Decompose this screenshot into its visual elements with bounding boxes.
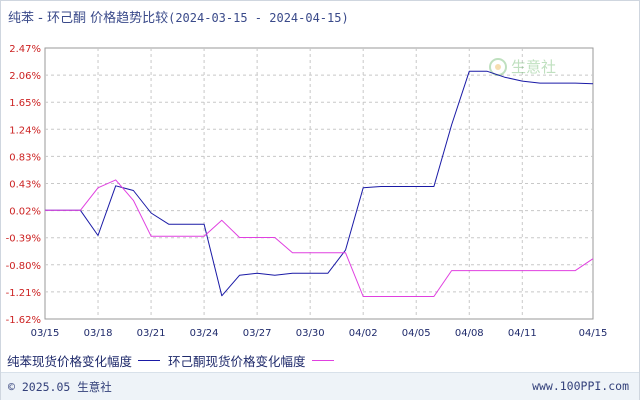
y-tick-label: -0.80% — [6, 261, 41, 272]
x-tick-label: 04/02 — [349, 328, 378, 339]
x-tick-label: 04/05 — [402, 328, 431, 339]
legend-item-cyclohexanone: 环己酮现货价格变化幅度 — [168, 351, 334, 370]
legend-label-benzene: 纯苯现货价格变化幅度 — [7, 354, 133, 369]
x-tick-label: 04/15 — [579, 328, 608, 339]
site-link[interactable]: www.100PPI.com — [532, 379, 629, 393]
x-tick-label: 03/18 — [84, 328, 113, 339]
x-tick-label: 03/24 — [190, 328, 219, 339]
series-lines — [45, 70, 594, 297]
watermark: 生意社 — [489, 58, 556, 76]
plot-area — [44, 47, 594, 320]
chart-title-text: 纯苯 - 环己酮 价格趋势比较 — [8, 11, 169, 26]
y-tick-label: 1.24% — [9, 125, 41, 136]
legend-item-benzene: 纯苯现货价格变化幅度 — [7, 351, 161, 370]
y-tick-label: -1.21% — [6, 288, 41, 299]
series-line-benzene — [45, 70, 594, 297]
legend-label-cyclohexanone: 环己酮现货价格变化幅度 — [168, 354, 306, 369]
watermark-text: 生意社 — [511, 58, 556, 76]
x-tick-label: 03/15 — [31, 328, 60, 339]
x-tick-label: 04/11 — [508, 328, 537, 339]
x-tick-label: 03/27 — [243, 328, 272, 339]
line-chart: 生意社 2.47% 2.06% 1.65% 1.24% 0.83% 0.43% 0.02% -… — [6, 44, 608, 339]
x-tick-label: 03/21 — [137, 328, 166, 339]
y-tick-label: 0.83% — [9, 152, 41, 163]
x-tick-label: 04/08 — [455, 328, 484, 339]
y-tick-label: 1.65% — [9, 98, 41, 109]
series-line-cyclohexanone — [45, 179, 594, 297]
y-tick-label: 2.47% — [9, 44, 41, 55]
chart-title: 纯苯 - 环己酮 价格趋势比较(2024-03-15 - 2024-04-15) — [8, 7, 349, 26]
copyright-text: © 2025.05 生意社 — [8, 380, 112, 394]
y-axis-labels: 2.47% 2.06% 1.65% 1.24% 0.83% 0.43% 0.02% -0.39… — [6, 44, 41, 326]
y-tick-label: 2.06% — [9, 71, 41, 82]
legend-swatch-benzene — [138, 360, 161, 361]
legend-swatch-cyclohexanone — [311, 360, 334, 361]
y-tick-label: -0.39% — [6, 234, 41, 245]
legend: 纯苯现货价格变化幅度 环己酮现货价格变化幅度 — [7, 351, 342, 370]
y-tick-label: 0.43% — [9, 180, 41, 191]
chart-date-range: (2024-03-15 - 2024-04-15) — [168, 11, 349, 25]
x-axis-labels: 03/15 03/18 03/21 03/24 03/27 03/30 04/02 04/05… — [31, 328, 608, 339]
footer-bar: © 2025.05 生意社 www.100PPI.com — [1, 372, 639, 400]
grid-lines — [45, 48, 593, 319]
x-tick-label: 03/30 — [296, 328, 325, 339]
y-tick-label: -1.62% — [6, 315, 41, 326]
y-tick-label: 0.02% — [9, 207, 41, 218]
